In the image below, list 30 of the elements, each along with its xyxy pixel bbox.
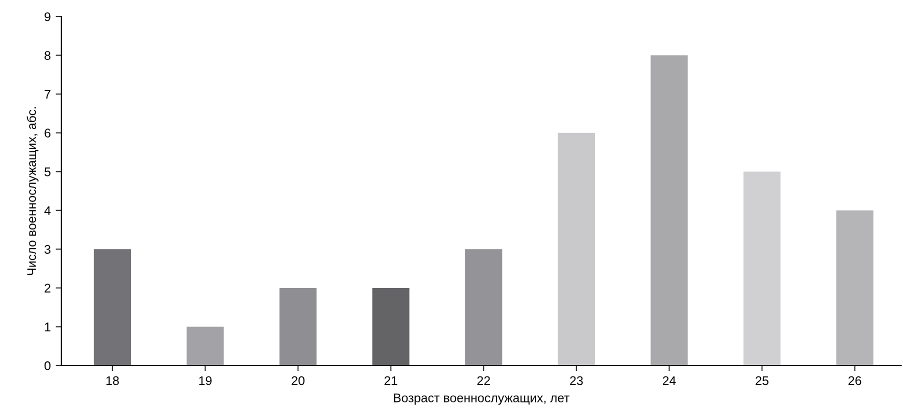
x-tick-label: 21 xyxy=(384,376,398,385)
y-tick-label: 4 xyxy=(44,206,51,215)
bar xyxy=(650,55,688,366)
bar xyxy=(743,172,781,366)
y-tick-label: 9 xyxy=(44,12,50,22)
x-tick-label: 26 xyxy=(848,376,862,386)
y-tick-label: 2 xyxy=(44,284,50,292)
y-tick-label: 1 xyxy=(44,322,50,332)
x-tick-label: 24 xyxy=(662,376,676,385)
y-axis-title: Число военнослужащих, абс. xyxy=(26,107,38,276)
bar xyxy=(558,132,595,366)
bar xyxy=(836,210,874,366)
bar xyxy=(186,326,224,366)
x-tick-label: 20 xyxy=(292,376,304,386)
bar xyxy=(465,249,502,366)
x-tick-label: 22 xyxy=(477,376,490,385)
y-tick-label: 0 xyxy=(44,361,50,370)
x-tick-label: 25 xyxy=(756,376,768,386)
y-tick-label: 3 xyxy=(44,244,50,254)
y-tick-label: 6 xyxy=(44,128,50,138)
x-axis-title: Возраст военнослужащих, лет xyxy=(394,394,570,405)
y-tick-label: 7 xyxy=(44,90,50,99)
x-tick-label: 18 xyxy=(106,376,119,386)
x-tick-label: 19 xyxy=(199,376,212,386)
bar xyxy=(372,288,410,366)
x-tick-label: 23 xyxy=(570,376,583,386)
bar xyxy=(279,288,317,366)
y-tick-label: 5 xyxy=(44,168,50,176)
y-tick-label: 8 xyxy=(44,51,50,60)
bar xyxy=(94,249,131,366)
